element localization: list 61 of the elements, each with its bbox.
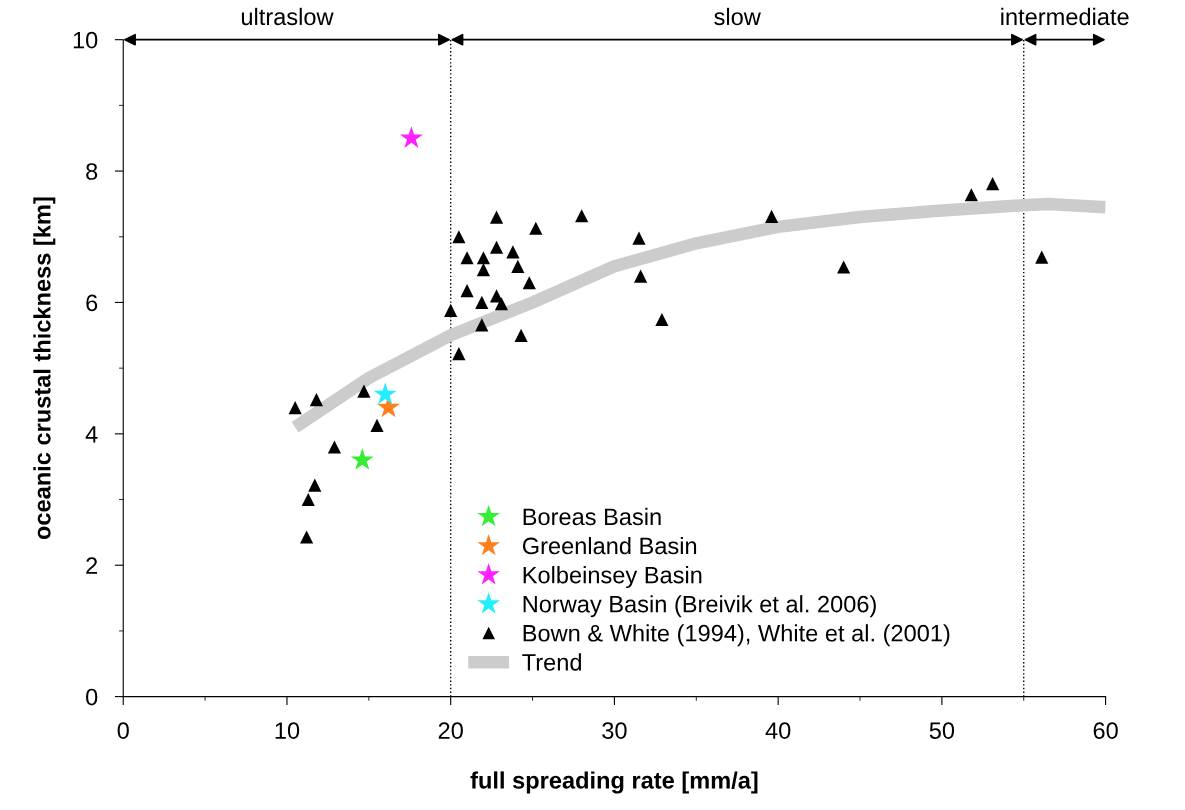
legend-label: Greenland Basin (522, 536, 697, 555)
y-tick-label: 0 (86, 688, 98, 706)
point (522, 276, 536, 290)
x-tick-label: 30 (602, 722, 627, 739)
point (460, 284, 474, 298)
point (327, 440, 342, 454)
y-tick-label: 4 (85, 426, 98, 443)
text: slow (714, 7, 761, 26)
point (288, 400, 302, 415)
text: ultraslow (241, 7, 334, 26)
point (655, 312, 669, 327)
point (309, 393, 324, 407)
text: intermediate (1001, 7, 1129, 26)
point (529, 221, 543, 235)
point (476, 263, 491, 277)
point (300, 530, 314, 544)
point (452, 347, 466, 361)
point (514, 328, 528, 342)
point (476, 251, 491, 265)
point (489, 240, 504, 254)
legend-label: Bown & White (1994), White et al. (2001) (523, 624, 950, 647)
point (475, 318, 489, 332)
x-axis-title: full spreading rate [mm/a] (470, 771, 758, 794)
point (308, 478, 322, 492)
point (357, 384, 371, 398)
point (986, 176, 1000, 191)
point (575, 209, 589, 223)
point (452, 230, 466, 244)
x-tick-label: 10 (275, 722, 300, 739)
point (489, 210, 504, 224)
y-axis-title: oceanic crustal thickness [km] (33, 197, 56, 540)
point (964, 188, 978, 202)
x-tick-label: 40 (765, 722, 791, 739)
point (765, 209, 779, 223)
x-tick-label: 50 (929, 722, 955, 739)
y-tick-label: 10 (73, 31, 98, 49)
legend-label: Kolbeinsey Basin (523, 566, 702, 589)
point (475, 295, 489, 310)
point (634, 269, 648, 283)
y-tick-label: 6 (86, 294, 98, 312)
y-tick-label: 2 (86, 557, 98, 574)
point (837, 260, 851, 274)
point (444, 303, 458, 317)
point (494, 297, 509, 311)
point (460, 251, 474, 265)
point (350, 448, 374, 470)
x-tick-label: 20 (438, 722, 463, 739)
legend-label: Norway Basin (Breivik et al. 2006) (523, 595, 876, 618)
point (373, 382, 397, 405)
legend-label: Boreas Basin (523, 507, 661, 526)
point (370, 418, 384, 432)
point (511, 259, 525, 273)
point (1035, 250, 1049, 264)
x-tick-label: 0 (117, 722, 129, 739)
point (632, 231, 646, 245)
x-tick-label: 60 (1093, 722, 1118, 739)
point (301, 492, 315, 507)
point (399, 126, 423, 148)
point (506, 245, 520, 259)
y-tick-label: 8 (86, 163, 98, 180)
legend-label: Trend (522, 653, 581, 671)
